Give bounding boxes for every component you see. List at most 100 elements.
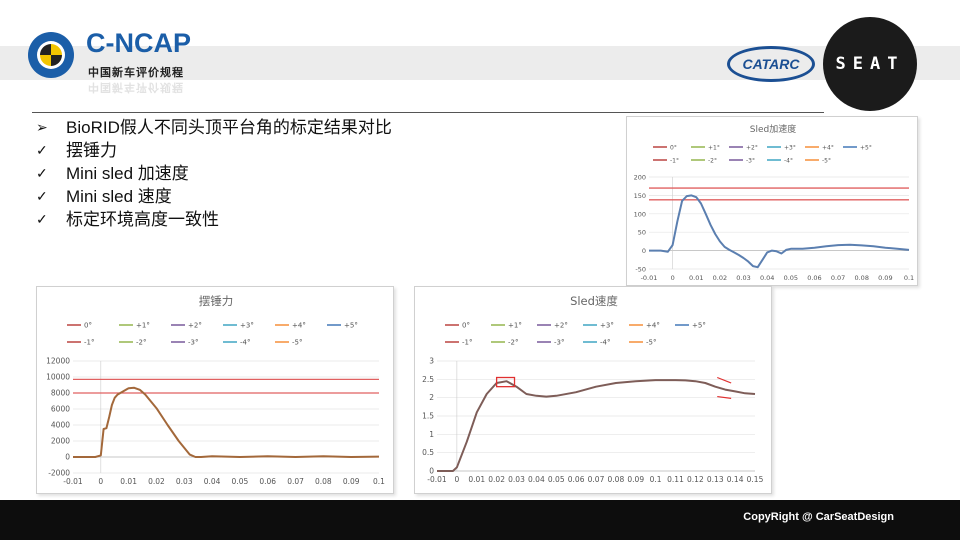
x-tick-label: 0.06 [259,477,276,486]
y-tick-label: 1 [429,430,434,439]
y-tick-label: 6000 [51,405,70,414]
x-tick-label: 0.08 [854,274,868,282]
legend-label: +4° [292,322,306,330]
x-tick-label: 0.06 [807,274,821,282]
y-tick-label: 0.5 [422,448,434,457]
legend-label: -2° [708,158,717,165]
x-tick-label: -0.01 [641,274,658,282]
y-tick-label: 12000 [46,357,70,366]
x-tick-label: 0.01 [468,475,485,484]
check-bullet-icon: ✓ [36,211,48,227]
x-tick-label: 0.03 [508,475,525,484]
cncap-logo-reflection: 中国新车评价规程 [88,81,184,93]
check-bullet-icon: ✓ [36,142,48,158]
legend-label: -3° [188,339,198,347]
x-tick-label: 0.04 [204,477,221,486]
y-tick-label: 0 [65,453,70,462]
legend-label: +1° [136,322,150,330]
x-tick-label: 0.15 [747,475,764,484]
catarc-logo: CATARC [727,46,815,82]
legend-label: +5° [860,145,872,152]
legend-label: +1° [508,322,522,330]
legend-label: +4° [822,145,834,152]
x-tick-label: 0.07 [287,477,304,486]
y-tick-label: 3 [429,357,434,366]
y-tick-label: -2000 [48,469,70,478]
legend-label: -3° [746,158,755,165]
arrow-bullet-icon: ➢ [36,119,48,135]
legend-label: -4° [600,339,610,347]
catarc-logo-text: CATARC [742,56,800,72]
highlight-box [495,376,516,388]
bullet-text: Mini sled 速度 [66,187,172,206]
y-tick-label: 2000 [51,437,70,446]
bullet-item: ✓ 摆锤力 [36,139,596,162]
legend-label: -5° [646,339,656,347]
chart-title: Sled速度 [570,294,618,308]
y-tick-label: 150 [634,192,646,200]
legend-label: +3° [784,145,796,152]
y-tick-label: 2 [429,393,434,402]
x-tick-label: 0.08 [315,477,332,486]
cncap-logo-text: C-NCAP [86,28,191,58]
check-bullet-icon: ✓ [36,188,48,204]
x-tick-label: 0 [671,274,675,282]
x-tick-label: 0.02 [488,475,505,484]
pendulum-force-chart-svg: 摆锤力 0° +1° +2° +3° +4° +5° -1° -2° -3° -4° -5° -2000… [46,294,385,486]
bullet-item: ✓ Mini sled 速度 [36,185,596,208]
chart-title: Sled加速度 [750,123,796,135]
series-line [73,386,380,458]
sled-velocity-chart: Sled速度 0° +1° +2° +3° +4° +5° -1° -2° -3° -4° -5° 0 0… [414,286,772,494]
bullet-text: 标定环境高度一致性 [66,210,219,229]
cncap-logo-subtitle: 中国新车评价规程 [88,67,184,79]
y-tick-label: 1.5 [422,412,434,421]
x-tick-label: 0.04 [528,475,545,484]
pendulum-force-chart: 摆锤力 0° +1° +2° +3° +4° +5° -1° -2° -3° -4° -5° -2000… [36,286,394,494]
x-tick-label: 0.07 [831,274,845,282]
legend-label: 0° [84,322,92,330]
x-tick-label: 0.01 [689,274,703,282]
bullet-text: Mini sled 加速度 [66,164,189,183]
y-tick-label: 100 [634,210,646,218]
legend-label: -4° [784,158,793,165]
series-line [649,194,910,269]
legend-label: -2° [508,339,518,347]
y-tick-label: 10000 [46,373,70,382]
y-tick-label: -50 [635,266,646,274]
legend-label: 0° [670,145,677,152]
title-divider [32,112,824,113]
series-line [437,379,756,472]
x-tick-label: 0.01 [120,477,137,486]
legend-label: -5° [822,158,831,165]
x-tick-label: 0 [454,475,459,484]
seat-logo: SEAT [823,17,917,111]
x-tick-label: 0.1 [650,475,662,484]
legend-label: +1° [708,145,720,152]
legend-label: -4° [240,339,250,347]
x-tick-label: 0.13 [707,475,724,484]
y-tick-label: 4000 [51,421,70,430]
x-tick-label: 0.05 [548,475,565,484]
legend-label: +3° [240,322,254,330]
x-tick-label: 0.03 [736,274,750,282]
footer-bar: CopyRight @ CarSeatDesign [0,500,960,540]
legend-label: -2° [136,339,146,347]
x-tick-label: 0.11 [667,475,684,484]
x-tick-label: 0.1 [904,274,914,282]
x-tick-label: 0.09 [627,475,644,484]
copyright-text: CopyRight @ CarSeatDesign [743,511,894,523]
x-tick-label: 0.12 [687,475,704,484]
seat-logo-text: SEAT [835,54,905,74]
x-tick-label: 0.02 [148,477,165,486]
legend-label: +2° [746,145,758,152]
y-tick-label: 200 [634,174,646,182]
legend-label: -1° [462,339,472,347]
sled-acceleration-chart: Sled加速度 0° +1° +2° +3° +4° +5° -1° -2° -3° -4° -5° -… [626,116,918,286]
legend-label: +2° [554,322,568,330]
x-tick-label: 0.03 [176,477,193,486]
x-tick-label: 0.05 [784,274,798,282]
legend-label: 0° [462,322,470,330]
y-tick-label: 0 [642,247,646,255]
x-tick-label: 0.08 [608,475,625,484]
